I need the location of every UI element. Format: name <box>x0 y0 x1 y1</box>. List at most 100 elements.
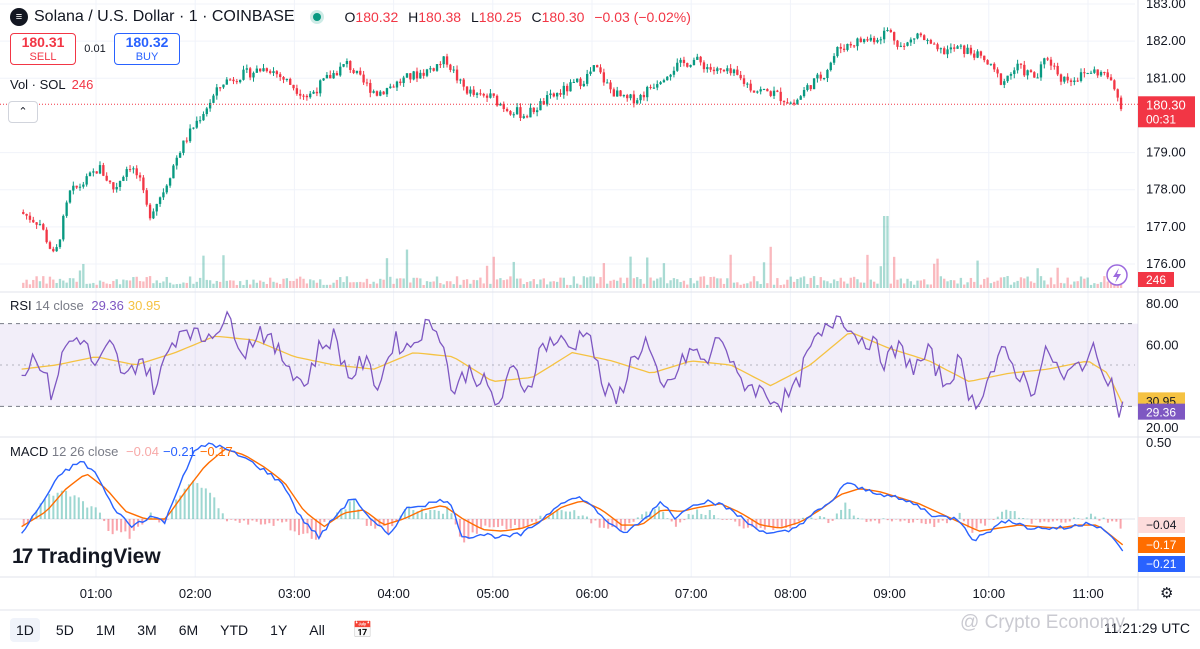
volume-bar <box>959 277 963 288</box>
timeframe-5d[interactable]: 5D <box>55 621 74 638</box>
macd-histogram-bar <box>785 519 788 528</box>
candle-body <box>85 176 88 185</box>
candle-body <box>555 93 559 97</box>
macd-histogram-bar <box>539 515 542 519</box>
candle-body <box>739 74 742 79</box>
candle-body <box>872 37 876 43</box>
macd-histogram-bar <box>77 497 80 519</box>
volume-bar <box>292 281 295 288</box>
volume-bar <box>572 276 575 288</box>
candle-body <box>799 96 802 100</box>
candle-body <box>182 140 185 153</box>
timeframe-ytd[interactable]: YTD <box>220 621 249 638</box>
timeframe-all[interactable]: All <box>309 621 325 638</box>
candle-body <box>188 128 192 142</box>
candle-body <box>1043 58 1046 65</box>
volume-bar <box>1093 283 1096 288</box>
candle-body <box>232 79 235 82</box>
macd-histogram-bar <box>844 502 847 519</box>
timeframe-1m[interactable]: 1M <box>95 621 116 638</box>
volume-bar <box>128 280 132 288</box>
macd-histogram-bar <box>577 515 580 519</box>
candle-body <box>165 185 168 193</box>
macd-histogram-bar <box>1068 519 1071 522</box>
candle-body <box>285 78 289 80</box>
candle-body <box>432 68 435 71</box>
candle-body <box>1059 74 1063 82</box>
candle-body <box>986 60 989 65</box>
macd-histogram-bar <box>848 508 851 519</box>
candle-body <box>545 95 549 105</box>
volume-bar <box>58 278 62 288</box>
bar-countdown-label: 00:31 <box>1146 112 1176 126</box>
volume-bar <box>669 280 672 288</box>
volume-bar <box>1013 282 1016 288</box>
timeframe-1d[interactable]: 1D <box>10 617 40 642</box>
candle-body <box>35 222 38 225</box>
timeframe-1y[interactable]: 1Y <box>270 621 288 638</box>
volume-bar <box>1039 276 1043 288</box>
macd-histogram-bar <box>69 496 72 519</box>
timeframe-6m[interactable]: 6M <box>178 621 199 638</box>
macd-histogram-bar <box>234 519 237 521</box>
timeframe-3m[interactable]: 3M <box>137 621 157 638</box>
candle-body <box>479 93 482 95</box>
macd-histogram-bar <box>128 519 131 539</box>
macd-legend[interactable]: MACD 12 26 close −0.04 −0.21 −0.17 <box>10 444 233 459</box>
macd-histogram-bar <box>319 519 322 538</box>
rsi-line <box>21 310 1124 418</box>
buy-button[interactable]: 180.32 BUY <box>114 33 180 65</box>
sell-button[interactable]: 180.31 SELL <box>10 33 76 65</box>
candle-body <box>592 65 596 72</box>
macd-histogram-bar <box>369 519 372 526</box>
volume-bar <box>772 284 776 288</box>
volume-bar <box>872 281 876 288</box>
candle-body <box>716 68 719 72</box>
macd-histogram-bar <box>192 480 195 519</box>
symbol-title[interactable]: Solana / U.S. Dollar · 1 · COINBASE <box>34 8 295 25</box>
volume-bar <box>95 284 98 288</box>
candle-body <box>82 184 85 187</box>
candle-body <box>999 73 1003 85</box>
calendar-range-icon[interactable]: 📅 <box>352 621 373 639</box>
volume-bar <box>539 279 542 288</box>
volume-bar <box>986 277 989 288</box>
volume-bar <box>913 284 916 288</box>
volume-bar <box>112 280 115 288</box>
volume-bar <box>242 284 245 288</box>
candle-body <box>656 84 659 88</box>
macd-histogram-bar <box>306 519 309 534</box>
volume-bar <box>178 283 182 288</box>
volume-bar <box>115 279 118 288</box>
candle-body <box>702 62 706 70</box>
candle-body <box>616 90 619 97</box>
volume-bar <box>215 280 218 288</box>
volume-bar <box>135 276 138 288</box>
candle-body <box>208 102 212 109</box>
volume-legend[interactable]: Vol · SOL 246 <box>10 77 94 92</box>
candle-body <box>1099 72 1103 76</box>
candle-body <box>1093 69 1096 73</box>
ohlc-values: O180.32 H180.38 L180.25 C180.30 −0.03 (−… <box>344 9 691 25</box>
volume-bar <box>582 276 586 288</box>
rsi-legend[interactable]: RSI 14 close 29.36 30.95 <box>10 298 161 313</box>
volume-bar <box>492 256 495 288</box>
volume-bar <box>272 281 275 288</box>
volume-bar <box>542 278 545 288</box>
volume-bar <box>1033 282 1036 288</box>
collapse-legend-button[interactable]: ⌃ <box>8 101 38 123</box>
macd-histogram-bar <box>187 484 190 519</box>
macd-histogram-bar <box>797 519 800 522</box>
macd-histogram-bar <box>852 515 855 519</box>
volume-bar <box>842 281 846 288</box>
candle-body <box>509 111 512 115</box>
candle-body <box>626 95 629 99</box>
candle-body <box>1013 70 1016 75</box>
candle-body <box>389 86 392 89</box>
gear-icon[interactable]: ⚙ <box>1160 585 1174 602</box>
tradingview-logo[interactable]: 17 TradingView <box>12 545 161 568</box>
candle-body <box>52 248 55 252</box>
candle-body <box>832 56 836 63</box>
utc-clock[interactable]: 11:21:29 UTC <box>1103 620 1190 636</box>
